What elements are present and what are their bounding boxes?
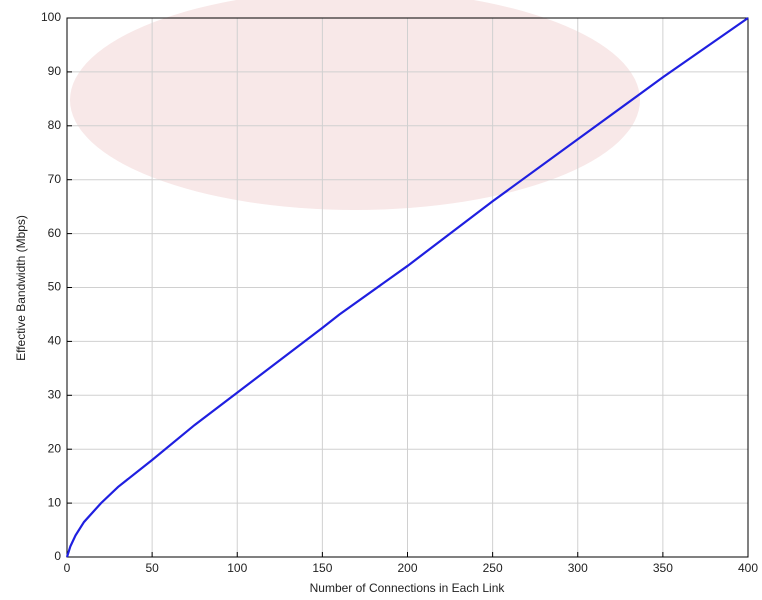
x-tick-label: 150 [312,561,332,575]
y-tick-label: 10 [48,495,62,509]
y-tick-label: 40 [48,334,62,348]
x-tick-label: 100 [227,561,247,575]
y-axis-label: Effective Bandwidth (Mbps) [14,215,28,361]
watermark [70,0,640,210]
y-tick-label: 80 [48,118,62,132]
x-tick-label: 400 [738,561,758,575]
x-tick-label: 300 [568,561,588,575]
x-tick-label: 250 [483,561,503,575]
x-tick-label: 200 [397,561,417,575]
y-tick-label: 60 [48,226,62,240]
y-tick-label: 20 [48,441,62,455]
y-tick-label: 30 [48,387,62,401]
y-tick-label: 0 [54,549,61,563]
y-tick-label: 50 [48,280,62,294]
x-axis-label: Number of Connections in Each Link [310,581,506,595]
x-tick-label: 350 [653,561,673,575]
chart: Number of Connections in Each Link Effec… [0,0,762,600]
x-tick-label: 0 [64,561,71,575]
x-tick-label: 50 [145,561,159,575]
y-tick-label: 70 [48,172,62,186]
y-tick-label: 90 [48,64,62,78]
y-tick-label: 100 [41,10,61,24]
